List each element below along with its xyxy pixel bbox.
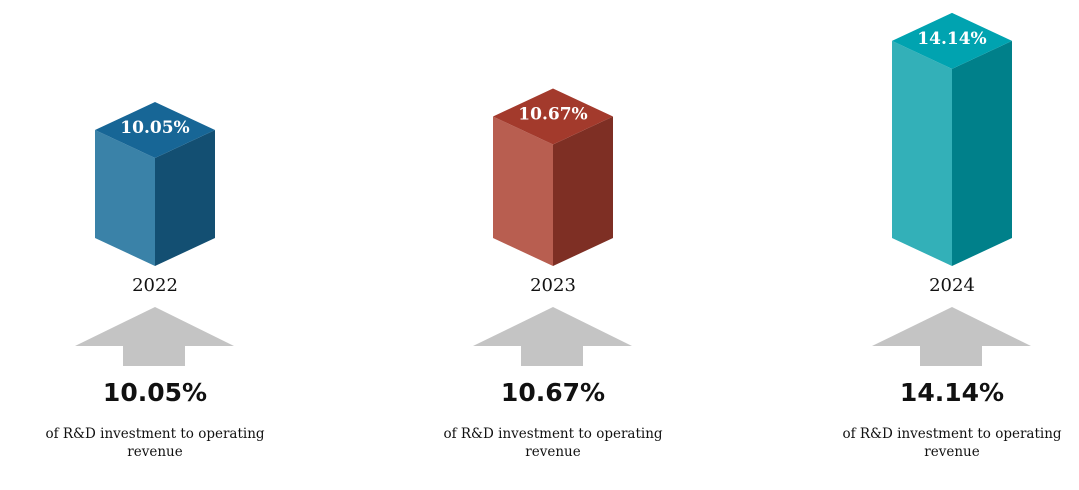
bar-left-face — [95, 130, 155, 266]
up-arrow-icon — [75, 307, 234, 366]
bar-value-label: 14.14% — [917, 29, 986, 49]
caption-line-1: of R&D investment to operating — [443, 426, 662, 442]
bar-left-face — [493, 116, 553, 266]
year-label: 2024 — [929, 275, 975, 296]
year-label: 2022 — [132, 275, 178, 296]
bar-left-face — [892, 40, 952, 267]
bar-top-face — [493, 88, 613, 145]
bar-value-label: 10.67% — [518, 104, 587, 124]
up-arrow-icon — [872, 307, 1031, 366]
bar-right-face — [553, 116, 613, 266]
caption-line-2: revenue — [525, 444, 580, 460]
big-value: 10.67% — [501, 378, 605, 407]
bar-value-label: 10.05% — [120, 118, 189, 138]
big-value: 14.14% — [900, 378, 1004, 407]
caption-line-2: revenue — [127, 444, 182, 460]
bar-right-face — [952, 40, 1012, 267]
caption-line-2: revenue — [924, 444, 979, 460]
big-value: 10.05% — [103, 378, 207, 407]
caption-line-1: of R&D investment to operating — [842, 426, 1061, 442]
bar-top-face — [95, 102, 215, 158]
caption-line-1: of R&D investment to operating — [45, 426, 264, 442]
up-arrow-icon — [473, 307, 632, 366]
bar-top-face — [892, 12, 1012, 69]
bar-right-face — [155, 130, 215, 266]
year-label: 2023 — [530, 275, 576, 296]
